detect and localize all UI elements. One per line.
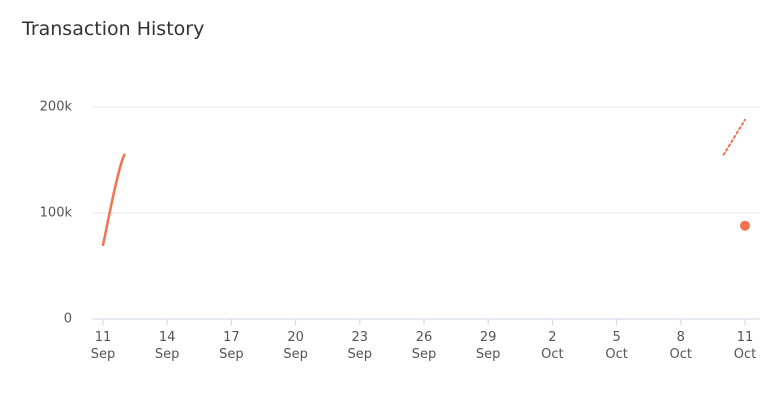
line bbox=[101, 153, 126, 247]
x-tick-label: 14 Sep bbox=[154, 330, 180, 362]
chart-title: Transaction History bbox=[22, 18, 205, 40]
projection-line bbox=[722, 118, 746, 156]
x-tick-label: 17 Sep bbox=[219, 330, 244, 362]
x-tick-label: 11 Oct bbox=[733, 330, 757, 362]
x-tick-label: 20 Sep bbox=[283, 330, 308, 362]
x-tick-label: 8 Oct bbox=[669, 330, 693, 362]
x-tick-label: 5 Oct bbox=[605, 330, 628, 362]
x-tick-label: 26 Sep bbox=[411, 330, 437, 362]
x-tick-label: 29 Sep bbox=[475, 330, 501, 362]
x-tick-label: 23 Sep bbox=[347, 330, 373, 362]
point-marker bbox=[740, 220, 750, 231]
x-tick-label: 2 Oct bbox=[541, 330, 564, 362]
y-tick-label: 200k bbox=[40, 100, 73, 115]
y-tick-label: 100k bbox=[40, 206, 73, 221]
y-tick-label: 0 bbox=[64, 312, 72, 327]
x-tick-label: 11 Sep bbox=[90, 330, 116, 362]
